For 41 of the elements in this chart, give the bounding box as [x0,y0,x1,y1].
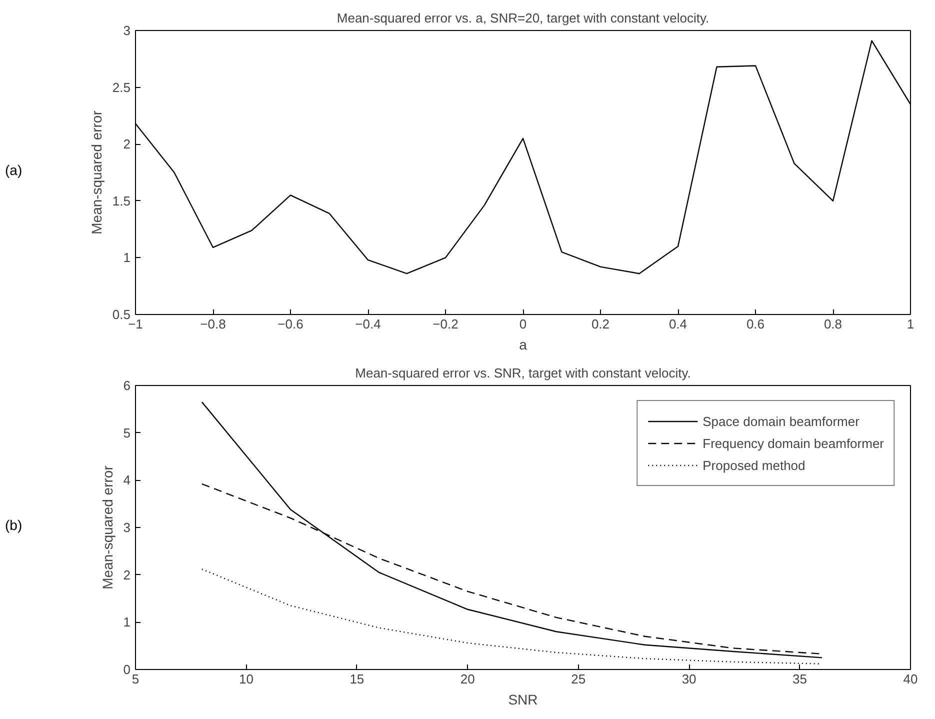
x-tick-label: −0.6 [278,316,304,332]
x-tick-label: 40 [903,672,918,686]
y-axis-title: Mean-squared error [99,465,116,590]
x-tick-label: 25 [571,672,586,686]
y-tick-label: 1 [123,614,131,630]
chart-title: Mean-squared error vs. SNR, target with constant velocity. [355,366,691,380]
x-tick-label: −0.2 [432,316,458,332]
x-tick-label: 0.8 [824,316,842,332]
x-tick-label: −0.4 [355,316,381,332]
y-tick-label: 3 [123,520,131,535]
y-tick-label: 3 [123,23,131,38]
legend-label: Space domain beamformer [702,414,860,428]
x-tick-label: 1 [906,316,914,332]
y-tick-label: 1.5 [112,193,131,208]
y-tick-label: 0 [123,662,131,677]
x-tick-label: 0.6 [746,316,765,332]
x-tick-label: 15 [350,672,364,686]
x-tick-label: 30 [682,672,696,686]
chart-title: Mean-squared error vs. a, SNR=20, target with constant velocity. [336,10,710,26]
x-tick-label: 0.2 [591,316,610,332]
y-axis-title: Mean-squared error [88,110,104,234]
y-tick-label: 2 [123,567,131,582]
text: (a) [5,161,22,180]
x-axis-title: SNR [508,692,538,708]
legend-label: Frequency domain beamformer [702,436,884,450]
y-tick-label: 6 [123,378,131,393]
y-tick-label: 0.5 [112,307,131,322]
x-tick-label: 20 [460,672,475,686]
x-tick-label: −0.8 [200,316,226,332]
y-tick-label: 2.5 [112,80,131,95]
y-tick-label: 1 [123,250,131,266]
legend-label: Proposed method [702,458,806,472]
y-tick-label: 2 [123,136,131,152]
y-tick-label: 4 [123,472,131,488]
x-tick-label: 0 [519,316,527,332]
x-tick-label: 35 [792,672,808,686]
text: (b) [5,516,22,535]
x-tick-label: 10 [238,672,254,686]
y-tick-label: 5 [123,425,131,440]
x-tick-label: 0.4 [668,316,688,332]
x-axis-title: a [519,336,528,352]
